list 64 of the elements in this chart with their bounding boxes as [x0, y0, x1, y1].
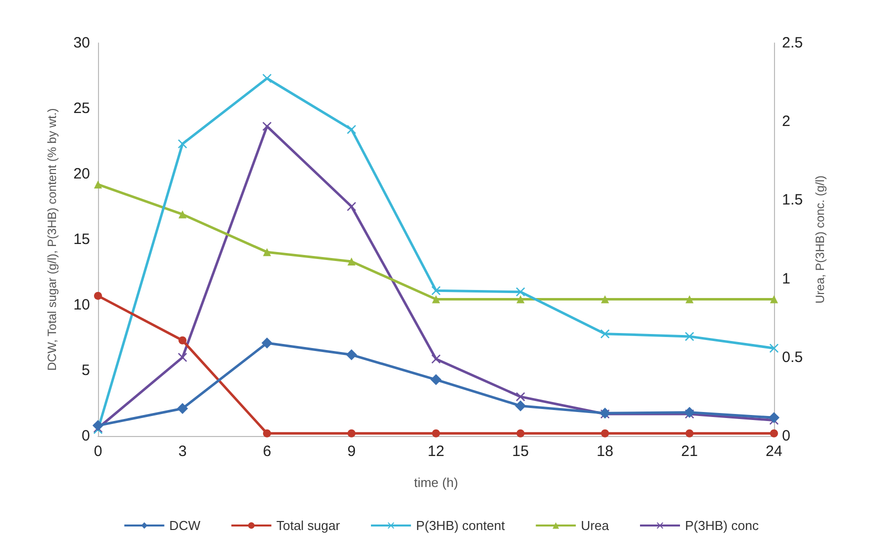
- y2-axis-title: Urea, P(3HB) conc. (g/l): [813, 175, 827, 304]
- legend-label: Urea: [580, 518, 610, 533]
- point: [432, 429, 440, 438]
- x-axis-title: time (h): [414, 475, 458, 490]
- point: [177, 402, 188, 414]
- point: [178, 352, 187, 362]
- y-tick-label: 10: [73, 296, 90, 314]
- point: [601, 295, 609, 304]
- point: [600, 329, 610, 338]
- point: [430, 374, 442, 386]
- point: [94, 292, 102, 300]
- point: [768, 412, 780, 424]
- x-tick-label: 3: [178, 443, 187, 460]
- point: [770, 429, 778, 438]
- point: [516, 295, 524, 304]
- point: [516, 392, 525, 402]
- y-tick-label: 15: [73, 231, 90, 248]
- y-tick-label: 0: [82, 428, 90, 444]
- point: [346, 349, 357, 360]
- legend-label: P(3HB) conc: [685, 518, 760, 533]
- point: [515, 400, 526, 412]
- y2-tick-label: 0.5: [782, 348, 803, 366]
- x-tick-label: 24: [766, 443, 782, 460]
- point: [432, 295, 440, 304]
- y-tick-label: 5: [82, 362, 90, 379]
- y2-tick-label: 2.5: [782, 34, 803, 52]
- y2-tick-label: 0: [782, 428, 790, 444]
- y2-tick-label: 1: [782, 270, 790, 288]
- y2-tick-label: 2: [782, 113, 790, 130]
- point: [516, 287, 525, 296]
- x-tick-label: 15: [512, 443, 529, 460]
- point: [770, 344, 778, 353]
- point: [178, 336, 186, 344]
- y-tick-label: 30: [73, 34, 90, 52]
- point: [684, 406, 695, 418]
- x-tick-label: 12: [428, 443, 444, 460]
- point: [262, 337, 272, 348]
- point: [92, 420, 104, 432]
- point: [262, 74, 272, 83]
- y-tick-label: 20: [73, 166, 90, 182]
- point: [94, 180, 102, 188]
- legend-label: P(3HB) content: [416, 518, 506, 533]
- point: [516, 429, 524, 438]
- x-tick-label: 0: [94, 443, 102, 460]
- point: [263, 429, 271, 438]
- point: [686, 429, 694, 438]
- point: [770, 295, 778, 304]
- x-tick-label: 9: [347, 443, 356, 460]
- x-tick-label: 6: [262, 443, 272, 460]
- point: [348, 429, 356, 438]
- y-axis-title: DCW, Total sugar (g/l), P(3HB) content (% by wt.): [45, 108, 59, 371]
- point: [262, 122, 272, 131]
- point: [178, 139, 187, 148]
- x-tick-label: 18: [596, 443, 614, 460]
- point: [686, 295, 694, 304]
- y-tick-label: 25: [73, 100, 90, 117]
- point: [348, 258, 356, 266]
- point: [263, 248, 271, 256]
- legend-label: DCW: [169, 518, 202, 533]
- legend-label: Total sugar: [276, 518, 341, 533]
- point: [178, 210, 186, 218]
- y2-tick-label: 1.5: [782, 192, 803, 209]
- x-tick-label: 21: [681, 443, 698, 460]
- point: [601, 429, 609, 438]
